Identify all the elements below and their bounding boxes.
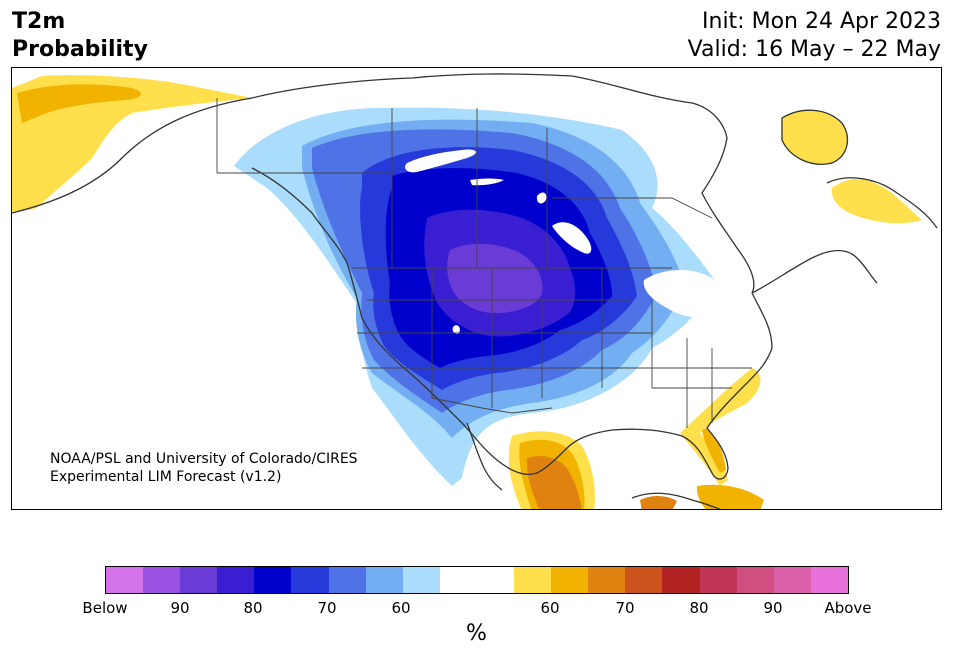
valid-date-range: Valid: 16 May – 22 May (687, 37, 941, 62)
above-60-alaska (12, 75, 252, 214)
above-60-greenland (782, 110, 848, 165)
above-65-caribbean (696, 484, 764, 509)
hudson-bay-inlet (536, 192, 547, 204)
colorbar-ticks: Below 90 80 70 60 60 70 80 90 Above (0, 599, 953, 619)
colorbar-segment (291, 567, 329, 593)
colorbar-tick-label: 90 (170, 599, 190, 617)
colorbar-tick-label: Above (824, 599, 872, 617)
colorbar-segment (551, 567, 589, 593)
credit-line-1: NOAA/PSL and University of Colorado/CIRE… (50, 451, 358, 467)
lake-winnipeg (552, 222, 592, 254)
colorbar-tick-label: 70 (615, 599, 635, 617)
credit-text: NOAA/PSL and University of Colorado/CIRE… (50, 450, 358, 486)
lake-athabasca (470, 178, 504, 186)
map-title: T2m Probability (12, 8, 148, 64)
colorbar-segment (810, 567, 848, 593)
colorbar-segment (402, 567, 440, 593)
title-line-2: Probability (12, 37, 148, 62)
colorbar-tick-label: 60 (540, 599, 560, 617)
below-90-region (447, 243, 543, 314)
above-70-mexico (526, 456, 582, 509)
above-65-alaska (17, 84, 142, 123)
colorbar-tick-label: 70 (317, 599, 337, 617)
colorbar-segment (365, 567, 403, 593)
above-65-florida (702, 428, 726, 473)
colorbar-unit: % (466, 621, 487, 646)
colorbar-segment (625, 567, 663, 593)
credit-line-2: Experimental LIM Forecast (v1.2) (50, 469, 282, 485)
colorbar-segment (106, 567, 144, 593)
forecast-dates: Init: Mon 24 Apr 2023 Valid: 16 May – 22… (688, 8, 941, 64)
colorbar-segment (662, 567, 700, 593)
colorbar-tick-label: 80 (689, 599, 709, 617)
colorbar-segment (217, 567, 255, 593)
colorbar-segment (699, 567, 737, 593)
great-salt-lake (452, 325, 460, 334)
colorbar-segment (736, 567, 774, 593)
colorbar-segment (773, 567, 811, 593)
colorbar (105, 566, 849, 594)
colorbar-tick-label: 80 (243, 599, 263, 617)
borders (216, 98, 752, 428)
colorbar-segment (514, 567, 552, 593)
above-60-labrador (831, 178, 922, 224)
colorbar-segment (439, 567, 515, 593)
colorbar-segment (254, 567, 292, 593)
init-date: Init: Mon 24 Apr 2023 (702, 9, 941, 34)
map-graphic (12, 73, 938, 509)
colorbar-tick-label: 90 (763, 599, 783, 617)
title-line-1: T2m (12, 9, 66, 34)
colorbar-segment (180, 567, 218, 593)
colorbar-segment (143, 567, 181, 593)
great-slave-lake (405, 149, 477, 173)
great-lakes (643, 269, 723, 318)
probability-map: NOAA/PSL and University of Colorado/CIRE… (11, 67, 942, 510)
colorbar-tick-label: Below (82, 599, 128, 617)
colorbar-segment (588, 567, 626, 593)
coastlines (12, 73, 938, 509)
above-70-cuba (640, 496, 677, 509)
colorbar-segment (328, 567, 366, 593)
colorbar-tick-label: 60 (391, 599, 411, 617)
above-60-southeast (680, 368, 761, 486)
